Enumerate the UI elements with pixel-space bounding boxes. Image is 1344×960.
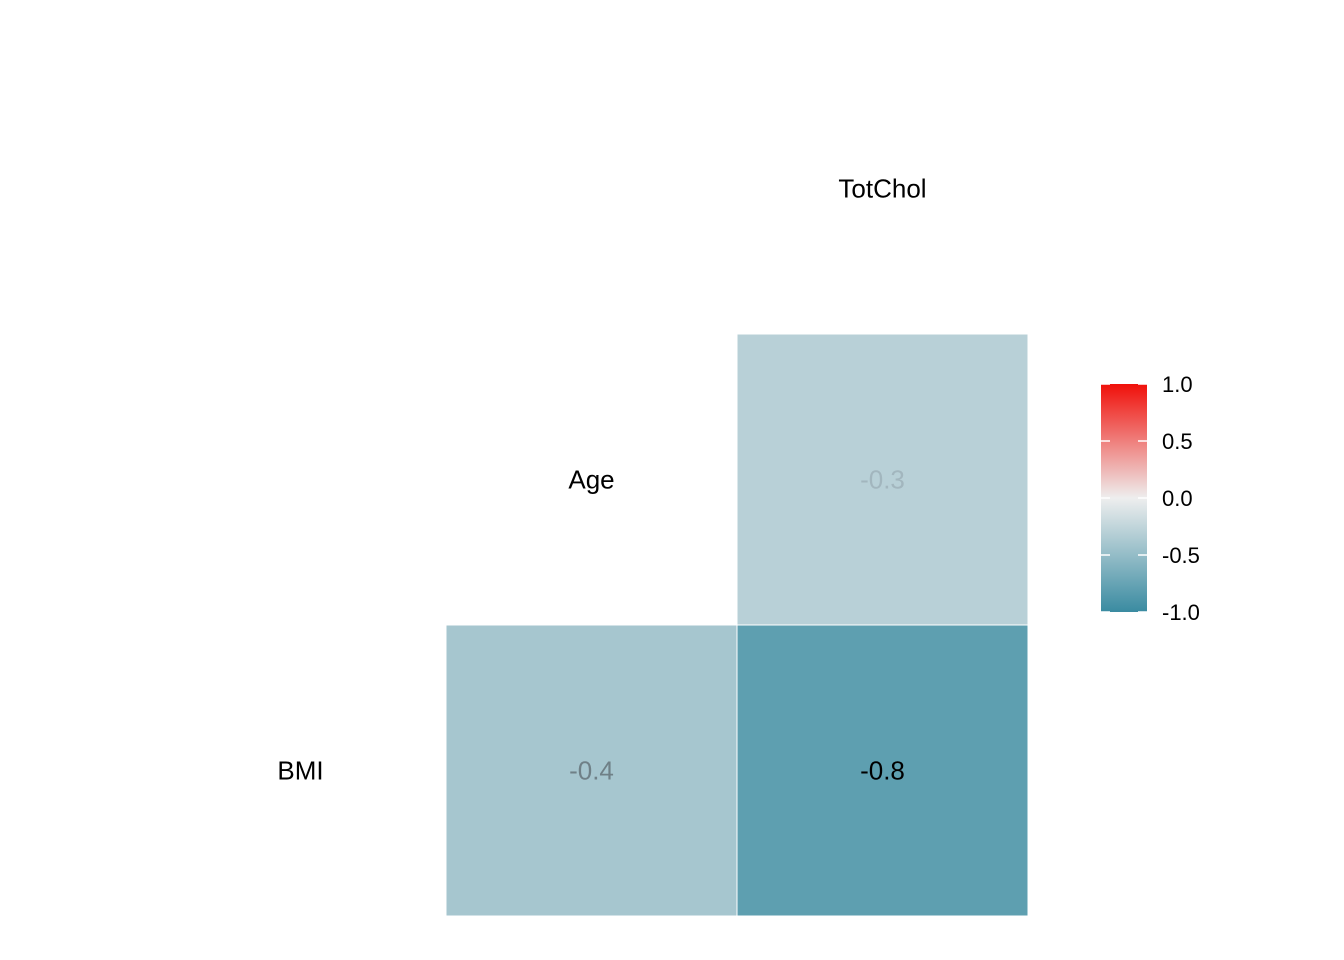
cell-value-label: -0.3 <box>860 465 905 495</box>
legend-tick-label: -1.0 <box>1162 600 1200 625</box>
legend-tick-label: 0.0 <box>1162 486 1193 511</box>
variable-label-age: Age <box>568 465 614 495</box>
variable-labels: BMI Age TotChol <box>277 174 926 786</box>
heatmap-cell-age-totchol <box>736 333 1029 626</box>
legend-tick-label: -0.5 <box>1162 543 1200 568</box>
legend-tick-label: 1.0 <box>1162 372 1193 397</box>
heatmap-cell-bmi-totchol <box>736 624 1029 917</box>
legend-tick-label: 0.5 <box>1162 429 1193 454</box>
cell-value-label: -0.4 <box>569 756 614 786</box>
heatmap-cells: -0.3 -0.4 -0.8 <box>445 333 1029 917</box>
color-legend: 1.0 0.5 0.0 -0.5 -1.0 <box>1101 372 1200 625</box>
variable-label-bmi: BMI <box>277 756 323 786</box>
legend-ticks: 1.0 0.5 0.0 -0.5 -1.0 <box>1101 372 1200 625</box>
variable-label-totchol: TotChol <box>838 174 926 204</box>
heatmap-cell-bmi-age <box>445 624 738 917</box>
cell-value-label: -0.8 <box>860 756 905 786</box>
